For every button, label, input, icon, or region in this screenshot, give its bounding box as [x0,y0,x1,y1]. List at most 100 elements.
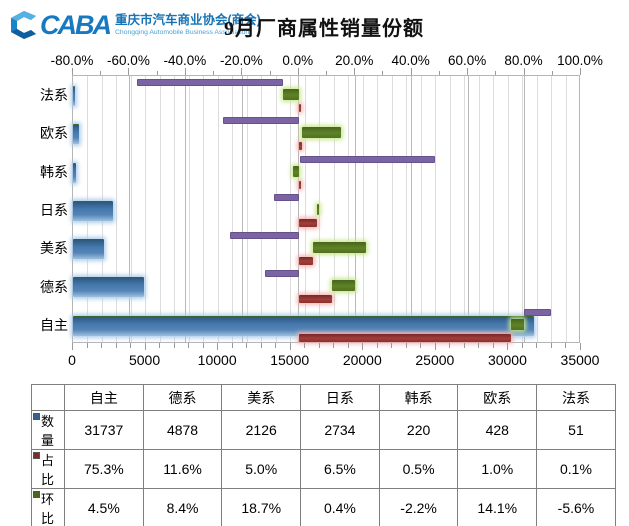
gridline-minor [449,76,451,342]
axis-tick-top [495,71,497,75]
axis-tick-label-top: -80.0% [50,53,94,68]
data-table: 自主 德系 美系 日系 韩系 欧系 法系 数量 31737 4878 2126 2734 220 428… [31,384,616,526]
logo-caba-icon: CABA [10,10,112,40]
gridline-minor [304,76,306,342]
axis-tick-top [100,71,102,75]
gridline-minor [464,76,466,342]
bar-mom-1 [301,127,342,139]
axis-tick-top [241,68,243,75]
axis-tick-top [410,68,412,75]
table-header-cell: 韩系 [378,384,459,411]
axis-tick-bottom [260,343,262,348]
axis-tick-bottom [202,343,204,348]
bar-count-3 [73,200,113,221]
axis-tick-label-top: 100.0% [557,53,603,68]
axis-tick-bottom [115,343,117,348]
gridline-minor [493,76,495,342]
table-header-cell: 日系 [300,384,380,411]
row-label-cell: 占比 [31,449,65,489]
gridline-minor [377,76,379,342]
axis-tick-label-top: 0.0% [282,53,314,68]
table-cell: 4.5% [64,488,144,526]
axis-tick-bottom [173,343,175,348]
chart-plot-area [72,75,580,343]
table-row: 占比 75.3% 11.6% 5.0% 6.5% 0.5% 1.0% 0.1% [31,449,616,489]
bar-share-5 [298,295,332,304]
axis-tick-top [551,71,553,75]
axis-tick-label-top: 20.0% [335,53,374,68]
gridline-major [241,76,243,342]
axis-tick-bottom [72,343,73,350]
gridline-minor [536,76,538,342]
axis-tick-top [269,71,271,75]
axis-tick-bottom [376,343,378,348]
gridline-minor [478,76,480,342]
bar-yoy-0 [136,79,283,86]
axis-tick-bottom [347,343,349,348]
axis-tick-label-top: -40.0% [163,53,207,68]
category-label: 法系 [40,87,68,104]
gridline-minor [333,76,335,342]
table-header-cell: 欧系 [457,384,538,411]
gridline-minor [435,76,437,342]
axis-tick-bottom [217,343,219,350]
axis-tick-top [523,68,525,75]
axis-tick-top [354,68,356,75]
gridline-minor [116,76,118,342]
gridline-minor [188,76,190,342]
gridline-minor [507,76,509,342]
axis-tick-bottom [420,343,422,348]
axis-tick-label-bottom: 15000 [270,352,310,368]
gridline-minor [406,76,408,342]
gridline-minor [174,76,176,342]
bar-mom-2 [292,165,299,177]
axis-tick-bottom [159,343,161,348]
table-cell: 2126 [221,410,302,450]
row-label: 占比 [41,453,55,487]
table-cell: 1.0% [457,449,538,489]
bar-chart: -80.0% -60.0% -40.0% -20.0% 0.0% 20.0% 40.0% 60… [40,53,603,368]
axis-tick-bottom [231,343,233,348]
gridline-minor [232,76,234,342]
table-row: 环比 4.5% 8.4% 18.7% 0.4% -2.2% 14.1% -5.6% [31,488,616,526]
gridline-minor [130,76,132,342]
gridline-major [354,76,356,342]
table-header-cell: 法系 [536,384,616,411]
gridline-minor [145,76,147,342]
table-cell: 11.6% [142,449,223,489]
row-label-cell: 环比 [31,488,65,526]
axis-tick-top [184,68,186,75]
table-cell: 5.0% [221,449,302,489]
table-header-cell: 自主 [64,384,144,411]
bar-share-4 [298,257,313,266]
table-corner-cell [31,384,65,411]
gridline-minor [290,76,292,342]
axis-tick-label-bottom: 30000 [487,352,527,368]
table-header: 自主 德系 美系 日系 韩系 欧系 法系 [31,384,616,411]
axis-tick-bottom [101,343,103,348]
axis-tick-bottom [536,343,538,348]
gridline-minor [420,76,422,342]
gridline-minor [348,76,350,342]
table-cell: 31737 [64,410,144,450]
table-cell: -5.6% [536,488,616,526]
table-cell: 8.4% [142,488,223,526]
gridline-major [467,76,469,342]
bar-share-1 [298,142,302,151]
table-header-row: 自主 德系 美系 日系 韩系 欧系 法系 [31,384,616,411]
gridline-major [524,76,526,342]
axis-tick-label-bottom: 5000 [128,352,161,368]
axis-tick-label-top: -20.0% [219,53,263,68]
table-cell: 18.7% [221,488,302,526]
axis-tick-top [467,68,469,75]
axis-tick-label-bottom: 20000 [342,352,382,368]
axis-tick-label-top: 80.0% [504,53,543,68]
bar-mom-5 [331,280,356,292]
axis-tick-top [580,68,581,75]
axis-tick-label-top: -60.0% [107,53,150,68]
table-cell: 6.5% [300,449,380,489]
axis-tick-bottom [580,343,581,350]
gridline-minor [319,76,321,342]
table-cell: 51 [536,410,616,450]
table-cell: 0.5% [378,449,459,489]
